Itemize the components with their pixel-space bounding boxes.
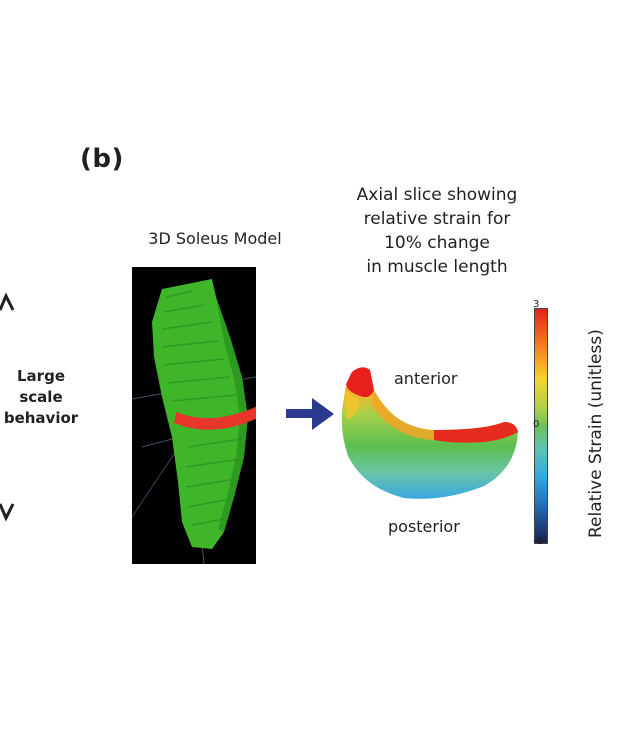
right-arrow-icon xyxy=(286,398,334,430)
slice-title: Axial slice showing relative strain for … xyxy=(322,183,552,279)
anterior-label: anterior xyxy=(394,369,458,388)
side-label-line: Large xyxy=(17,367,65,385)
axial-slice-strain-map xyxy=(341,367,518,499)
slice-title-line: in muscle length xyxy=(366,257,508,277)
soleus-model-graphic xyxy=(132,279,256,564)
model-title: 3D Soleus Model xyxy=(148,229,282,248)
down-arrowhead-icon xyxy=(0,503,15,522)
side-label-line: scale xyxy=(19,388,63,406)
colorbar-label: Relative Strain (unitless) xyxy=(586,329,606,538)
slice-title-line: 10% change xyxy=(384,233,490,253)
colorbar xyxy=(534,308,548,544)
posterior-label: posterior xyxy=(388,517,460,536)
colorbar-tick-max: 3 xyxy=(533,299,540,310)
panel-label: (b) xyxy=(80,144,124,174)
side-label-line: behavior xyxy=(3,409,79,427)
slice-title-line: relative strain for xyxy=(363,209,511,229)
colorbar-tick-mid: 0 xyxy=(533,419,540,430)
slice-title-line: Axial slice showing xyxy=(356,185,518,205)
colorbar-tick-min: -3 xyxy=(533,536,543,547)
up-arrowhead-icon xyxy=(0,292,15,311)
soleus-model-render xyxy=(132,267,256,564)
side-label: Large scale behavior xyxy=(0,366,82,429)
